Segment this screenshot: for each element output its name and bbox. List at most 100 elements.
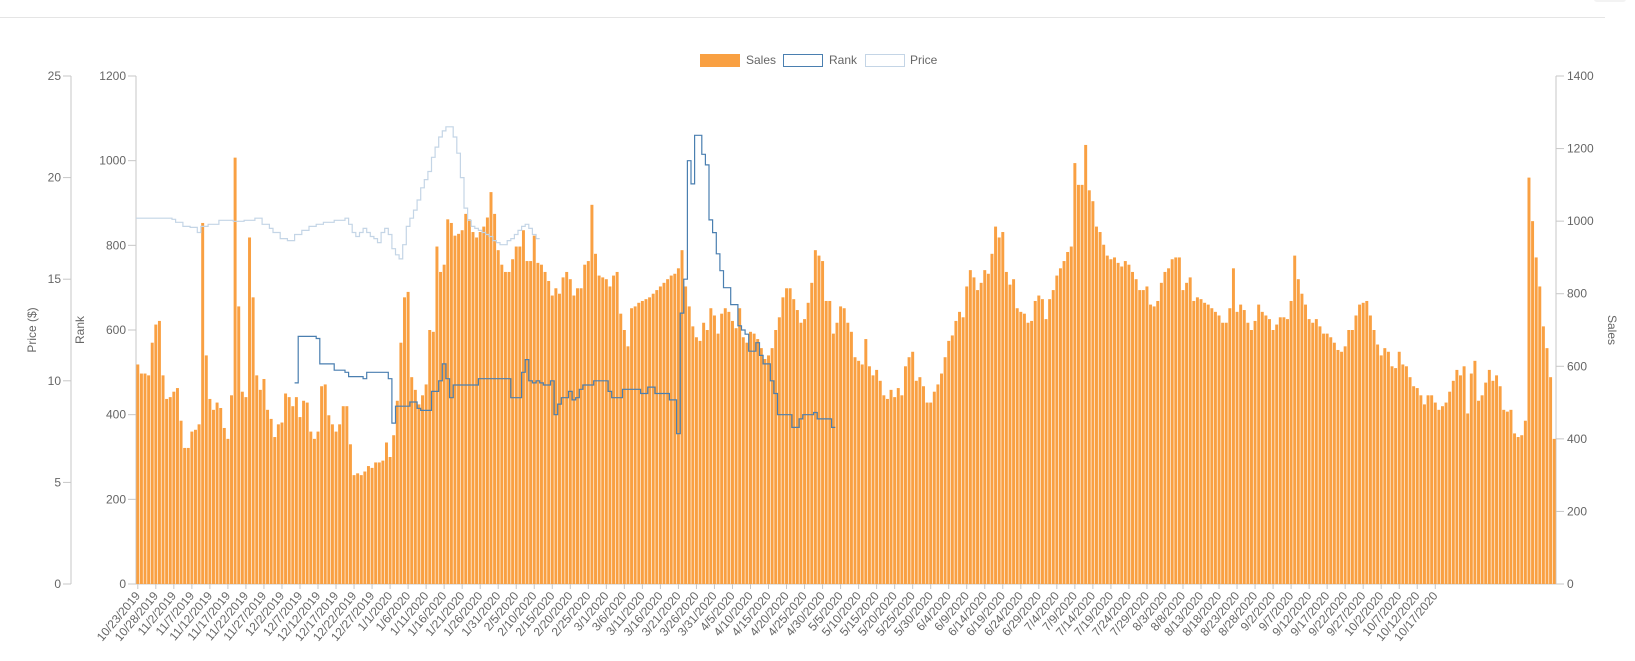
sales-bar xyxy=(439,271,443,584)
sales-bar xyxy=(932,391,936,584)
sales-bar xyxy=(1325,333,1329,584)
sales-bar xyxy=(637,302,641,584)
sales-bar xyxy=(1239,304,1243,584)
sales-bar xyxy=(230,395,233,584)
sales-bar xyxy=(976,290,980,584)
sales-bar xyxy=(529,261,533,584)
sales-bar xyxy=(1523,420,1527,584)
sales-bar xyxy=(1426,395,1430,584)
sales-bar xyxy=(1372,330,1376,584)
sales-bar xyxy=(377,462,381,584)
sales-bar xyxy=(1141,290,1145,584)
sales-bar xyxy=(457,233,461,584)
sales-bar xyxy=(831,333,835,584)
sales-bar xyxy=(749,331,752,584)
sales-bar xyxy=(1271,330,1275,584)
sales-bar xyxy=(1113,257,1116,584)
price-axis-tick-label: 25 xyxy=(48,69,62,83)
sales-bar xyxy=(1203,302,1207,584)
sales-bar xyxy=(565,271,569,584)
sales-bar xyxy=(1394,368,1398,584)
sales-bar xyxy=(1329,337,1333,584)
sales-bar xyxy=(882,395,886,584)
sales-bar xyxy=(1534,257,1538,584)
sales-bar xyxy=(1109,259,1113,584)
sales-bar xyxy=(979,282,983,584)
sales-bar xyxy=(1257,304,1261,584)
sales-bar xyxy=(1156,300,1160,584)
sales-bar xyxy=(518,246,522,585)
sales-bar xyxy=(1408,377,1412,584)
sales-bar xyxy=(1138,290,1142,584)
sales-bar xyxy=(291,406,295,584)
rank-axis-tick-label: 1000 xyxy=(99,154,126,168)
sales-bar xyxy=(179,420,183,584)
sales-bar xyxy=(244,397,248,584)
sales-bar xyxy=(359,475,363,584)
sales-bar xyxy=(903,366,907,584)
sales-bar xyxy=(421,395,425,584)
sales-bar xyxy=(525,261,529,584)
sales-bar xyxy=(691,326,695,584)
sales-bar xyxy=(622,330,626,584)
sales-bar xyxy=(853,357,857,584)
sales-bar xyxy=(583,264,587,584)
sales-bar xyxy=(608,286,612,584)
corner-button[interactable] xyxy=(1594,0,1626,2)
sales-bar xyxy=(1278,317,1282,584)
sales-bar xyxy=(172,391,176,584)
sales-bar xyxy=(662,282,666,584)
sales-bar xyxy=(738,308,742,584)
sales-bar xyxy=(1116,262,1120,584)
sales-bar xyxy=(1451,380,1455,584)
sales-bar xyxy=(431,331,435,584)
legend-swatch-price xyxy=(865,54,905,67)
sales-bar xyxy=(871,375,875,584)
sales-bar xyxy=(374,462,378,584)
sales-bar xyxy=(893,397,897,584)
sales-bar xyxy=(640,300,644,584)
sales-bar xyxy=(1304,304,1307,584)
sales-bar xyxy=(219,408,223,584)
sales-bar xyxy=(399,342,403,584)
sales-bar xyxy=(1163,271,1167,584)
sales-bar xyxy=(1091,201,1095,584)
sales-bar xyxy=(532,235,536,584)
sales-bar xyxy=(651,293,655,584)
sales-bar xyxy=(554,288,558,584)
sales-bar xyxy=(1368,315,1372,584)
sales-bar xyxy=(781,297,785,584)
sales-bar xyxy=(785,288,789,584)
sales-bar xyxy=(442,264,446,584)
sales-bar xyxy=(1195,297,1199,584)
sales-bar xyxy=(388,457,392,584)
sales-bar xyxy=(352,475,356,584)
sales-bar xyxy=(392,435,396,584)
sales-bar xyxy=(1084,144,1088,584)
sales-bar xyxy=(550,295,554,584)
sales-bar xyxy=(1076,184,1080,585)
sales-bar xyxy=(972,277,976,584)
sales-bar xyxy=(136,364,140,584)
sales-bar xyxy=(1001,232,1005,584)
sales-bar xyxy=(1073,163,1077,584)
sales-bar xyxy=(756,339,760,584)
sales-bar xyxy=(958,311,962,584)
sales-bar xyxy=(1058,268,1062,584)
sales-bar xyxy=(435,246,439,585)
price-axis-title: Price ($) xyxy=(25,307,39,352)
sales-bar xyxy=(1123,261,1127,584)
sales-bar xyxy=(1217,315,1221,584)
sales-bar xyxy=(1286,319,1289,584)
sales-bar xyxy=(925,402,929,584)
sales-bar xyxy=(1095,226,1098,584)
chart-legend[interactable]: Sales Rank Price xyxy=(700,53,938,67)
sales-bar xyxy=(1249,330,1253,584)
sales-bar xyxy=(1473,360,1477,584)
sales-bar xyxy=(1268,319,1271,584)
sales-bar xyxy=(741,337,745,584)
sales-bar xyxy=(1159,282,1163,584)
sales-bar xyxy=(817,255,821,585)
sales-bar xyxy=(720,313,724,584)
sales-bar xyxy=(161,375,165,584)
